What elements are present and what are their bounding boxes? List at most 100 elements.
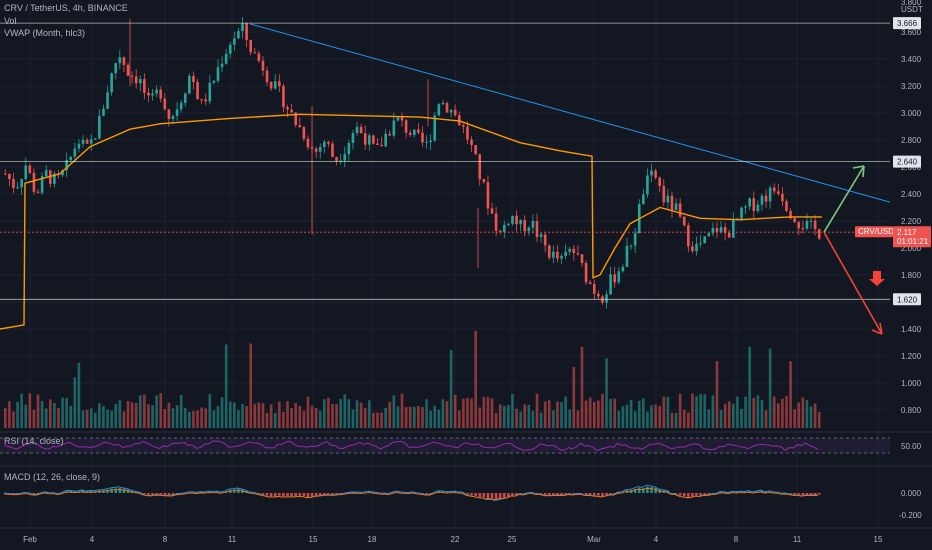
- candle-body: [584, 263, 588, 283]
- volume-bar: [813, 403, 817, 428]
- macd-histogram-bar: [572, 493, 576, 495]
- macd-histogram-bar: [261, 493, 265, 495]
- volume-bar: [126, 400, 130, 428]
- symbol-legend[interactable]: CRV / TetherUS, 4h, BINANCE: [4, 3, 132, 13]
- candle-body: [114, 63, 118, 74]
- macd-histogram-bar: [564, 493, 567, 495]
- volume-bar: [494, 412, 498, 428]
- volume-bar: [237, 410, 240, 428]
- volume-bar: [167, 402, 171, 428]
- candle-body: [134, 76, 138, 84]
- volume-bar: [114, 403, 118, 428]
- candle-body: [732, 218, 735, 238]
- macd-histogram-bar: [237, 488, 240, 493]
- rsi-legend[interactable]: RSI (14, close): [4, 436, 68, 446]
- rsi-label: RSI (14, close): [4, 436, 64, 446]
- candle-body: [220, 63, 224, 68]
- candle-body: [547, 245, 551, 258]
- horizontal-levels[interactable]: [0, 22, 890, 300]
- axis-top-cut: 3.800: [901, 0, 922, 7]
- volume-bar: [298, 405, 302, 428]
- volume-bar: [666, 396, 670, 428]
- volume-bar: [408, 406, 412, 428]
- candle-body: [715, 227, 719, 233]
- macd-histogram-bar: [597, 493, 600, 496]
- volume-bar: [163, 408, 167, 428]
- trendline[interactable]: [249, 23, 891, 203]
- candle-body: [265, 70, 269, 83]
- candle-body: [253, 52, 257, 54]
- volume-bar: [556, 401, 559, 428]
- price-tick: 1.000: [901, 379, 922, 388]
- support-tag-bg: [893, 293, 921, 306]
- candle-body: [200, 99, 203, 101]
- axis-currency: USDT: [901, 5, 923, 14]
- volume-bar: [196, 410, 199, 428]
- volume-bar: [208, 394, 212, 428]
- candle-body: [130, 75, 134, 77]
- volume-bar: [53, 403, 56, 428]
- volume-bar: [200, 407, 203, 428]
- macd-histogram-bar: [809, 493, 813, 495]
- volume-bar: [674, 412, 678, 428]
- volume-bar: [183, 407, 187, 428]
- candle-body: [797, 222, 801, 229]
- macd-histogram-bar: [678, 493, 682, 496]
- candle-body: [65, 160, 68, 171]
- current-symbol: CRV/USDT: [858, 227, 899, 236]
- candle-body: [719, 227, 723, 233]
- price-axis[interactable]: USDT3.8003.6003.4003.2003.0002.8002.6002…: [899, 0, 923, 520]
- time-tick: 8: [734, 535, 739, 544]
- macd-histogram-bar: [768, 491, 772, 493]
- macd-histogram-bar: [114, 488, 118, 493]
- macd-histogram-bar: [474, 493, 477, 497]
- volume-bar: [793, 409, 796, 428]
- macd-histogram-bar: [490, 493, 494, 499]
- candle-body: [143, 79, 146, 93]
- candle-body: [625, 245, 629, 267]
- macd-histogram-bar: [290, 493, 293, 497]
- macd-histogram-bar: [547, 493, 551, 495]
- candle-body: [323, 141, 326, 147]
- macd-histogram-bar: [163, 493, 167, 495]
- volume-bar: [261, 403, 265, 428]
- volume-bar: [462, 398, 465, 428]
- candle-body: [290, 109, 293, 113]
- volume-bar: [138, 395, 142, 428]
- macd-histogram-bar: [408, 492, 412, 493]
- macd-histogram-bar: [265, 493, 269, 496]
- volume-bar: [437, 409, 441, 428]
- candle-body: [748, 198, 751, 207]
- macd-histogram-bar: [556, 493, 559, 495]
- macd-histogram-bar: [736, 491, 739, 493]
- candle-body: [740, 207, 743, 219]
- volume-bar: [732, 403, 735, 428]
- vwap-legend[interactable]: VWAP (Month, hlc3): [4, 28, 89, 38]
- volume-bar: [327, 397, 330, 428]
- time-axis[interactable]: Feb 4 8 11 15 18 22 25 Mar 4 8 11 15: [23, 535, 883, 544]
- volume-bar: [89, 408, 93, 428]
- price-tick: 0.800: [901, 406, 922, 415]
- candle-body: [122, 57, 126, 65]
- candle-body: [756, 204, 760, 211]
- volume-bar: [245, 406, 248, 428]
- candle-body: [817, 229, 821, 239]
- volume-bar: [801, 397, 805, 428]
- volume-bar: [417, 406, 420, 428]
- macd-histogram-bar: [216, 491, 220, 493]
- candle-body: [237, 31, 240, 39]
- macd-histogram-bar: [703, 493, 706, 495]
- vol-legend[interactable]: Vol: [4, 16, 21, 26]
- macd-legend[interactable]: MACD (12, 26, close, 9): [4, 472, 104, 482]
- macd-histogram-bar: [699, 493, 702, 496]
- macd-histogram-bar: [298, 493, 302, 496]
- volume-bar: [662, 396, 666, 428]
- candle-body: [32, 172, 36, 192]
- candle-body: [380, 144, 383, 147]
- projection-arrows[interactable]: [823, 165, 885, 335]
- candle-body: [527, 227, 531, 232]
- candle-body: [781, 193, 784, 202]
- macd-histogram-bar: [175, 493, 179, 494]
- volume-bar: [748, 346, 751, 428]
